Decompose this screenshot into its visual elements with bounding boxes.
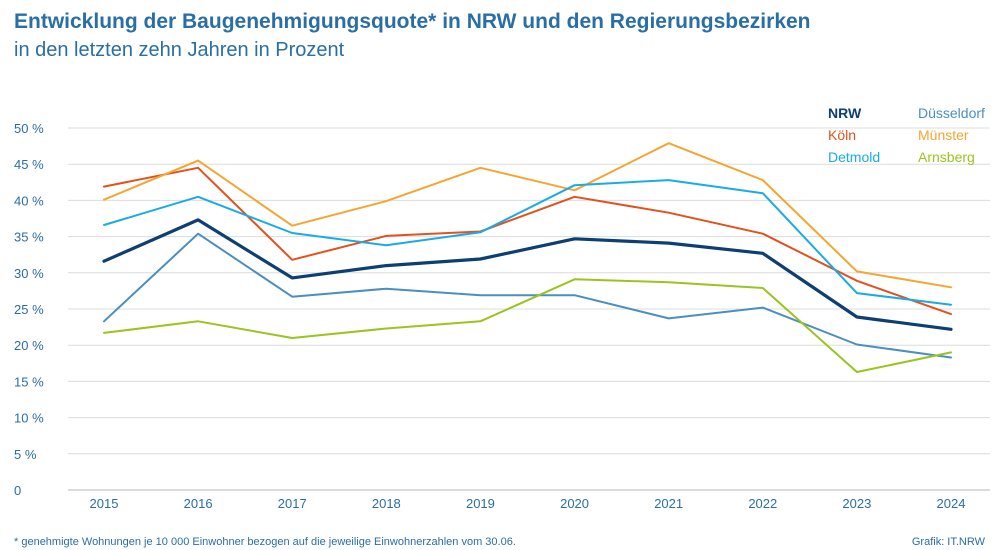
source-credit: Grafik: IT.NRW	[911, 536, 985, 548]
legend-item-arnsberg: Arnsberg	[918, 149, 975, 165]
y-tick-label: 20 %	[14, 338, 44, 353]
y-tick-label: 0	[14, 483, 21, 498]
y-tick-label: 45 %	[14, 157, 44, 172]
x-tick-label: 2024	[937, 496, 966, 511]
y-tick-label: 40 %	[14, 193, 44, 208]
legend: NRW Düsseldorf Köln Münster Detmold Arnsberg	[828, 105, 985, 165]
y-tick-label: 35 %	[14, 230, 44, 245]
x-tick-label: 2023	[842, 496, 871, 511]
y-axis-ticks: 0 5 % 10 % 15 % 20 % 25 % 30 % 35 % 40 % 45 % 50 %	[14, 121, 44, 498]
series-line-arnsberg	[103, 278, 952, 373]
y-tick-label: 15 %	[14, 374, 44, 389]
grid-lines	[68, 127, 990, 491]
x-tick-label: 2018	[372, 496, 401, 511]
y-tick-label: 25 %	[14, 302, 44, 317]
x-tick-label: 2022	[748, 496, 777, 511]
chart-subtitle: in den letzten zehn Jahren in Prozent	[14, 39, 345, 61]
y-tick-label: 50 %	[14, 121, 44, 136]
legend-item-k-ln: Köln	[828, 127, 856, 143]
chart-title: Entwicklung der Baugenehmigungsquote* in…	[14, 10, 811, 33]
legend-item-detmold: Detmold	[828, 149, 880, 165]
x-tick-label: 2021	[654, 496, 683, 511]
series-line-d-sseldorf	[103, 232, 952, 359]
x-tick-label: 2019	[466, 496, 495, 511]
y-tick-label: 10 %	[14, 411, 44, 426]
y-tick-label: 5 %	[14, 447, 37, 462]
series-lines	[102, 142, 953, 373]
x-tick-label: 2015	[90, 496, 119, 511]
x-axis-ticks: 2015 2016 2017 2018 2019 2020 2021 2022 2023 2024	[90, 496, 966, 511]
series-line-detmold	[103, 179, 952, 306]
x-tick-label: 2017	[278, 496, 307, 511]
legend-item-d-sseldorf: Düsseldorf	[918, 105, 985, 121]
y-tick-label: 30 %	[14, 266, 44, 281]
series-line-nrw	[102, 218, 953, 331]
series-line-k-ln	[103, 166, 952, 316]
legend-item-m-nster: Münster	[918, 127, 969, 143]
x-tick-label: 2020	[560, 496, 589, 511]
footnote: * genehmigte Wohnungen je 10 000 Einwohn…	[14, 536, 516, 548]
series-line-m-nster	[103, 142, 952, 289]
x-tick-label: 2016	[184, 496, 213, 511]
legend-item-nrw: NRW	[828, 105, 862, 121]
